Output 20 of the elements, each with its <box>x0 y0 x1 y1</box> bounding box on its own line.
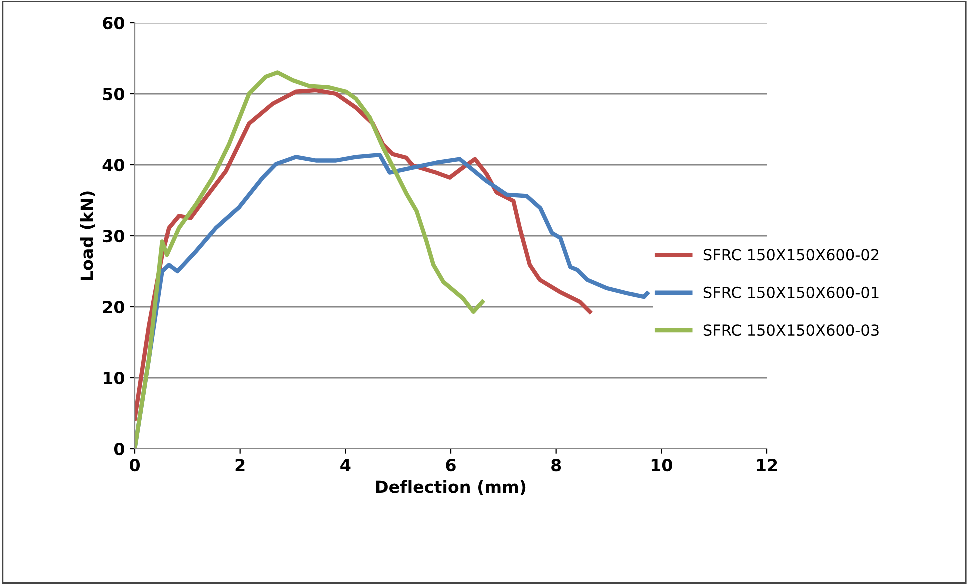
x-tick-label: 0 <box>130 459 140 472</box>
y-tick-label: 10 <box>104 372 124 385</box>
y-tick-label: 40 <box>102 158 124 172</box>
legend-label: SFRC 150X150X600-03 <box>704 324 879 336</box>
legend-label: SFRC 150X150X600-02 <box>704 249 879 261</box>
x-tick-label: 2 <box>236 459 245 472</box>
y-tick-label: 60 <box>103 16 124 30</box>
y-tick-label: 20 <box>103 300 124 314</box>
x-tick-label: 10 <box>652 459 672 472</box>
legend-label: SFRC 150X150X600-01 <box>704 286 879 298</box>
y-tick-label: 0 <box>114 442 124 456</box>
x-axis-title: Deflection (mm) <box>376 480 526 496</box>
y-tick-label: 50 <box>103 88 124 101</box>
line-series <box>135 70 485 449</box>
y-axis-title: Load (kN) <box>80 192 96 280</box>
x-tick-label: 8 <box>552 459 562 472</box>
x-tick-label: 6 <box>446 459 456 472</box>
x-tick-label: 12 <box>757 459 778 472</box>
y-tick-label: 30 <box>103 230 124 243</box>
x-tick-label: 4 <box>340 459 351 472</box>
